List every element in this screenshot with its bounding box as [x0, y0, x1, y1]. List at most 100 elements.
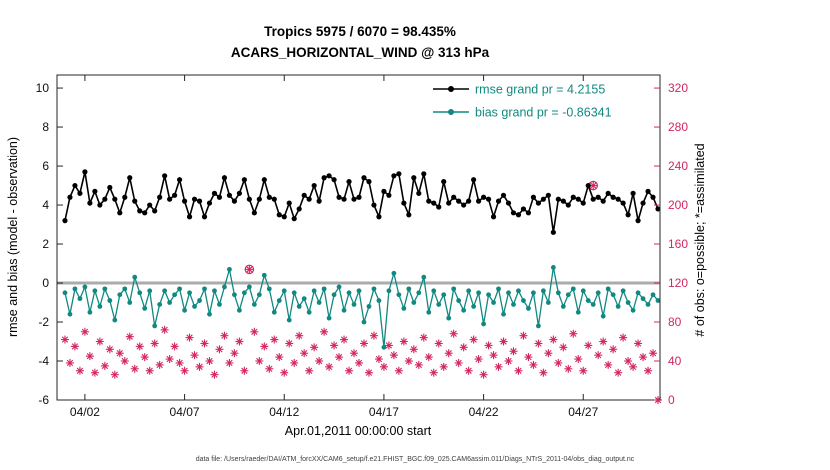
bias-point [630, 307, 636, 313]
rmse-point [251, 210, 257, 216]
bias-point [381, 344, 387, 350]
obs-marker-ray [71, 343, 79, 350]
bias-point [187, 290, 192, 296]
rmse-point [201, 214, 208, 220]
obs-marker-ray [455, 359, 462, 367]
bias-point [600, 313, 606, 319]
y-tick-label-left: 2 [42, 237, 49, 251]
bias-point [97, 304, 103, 309]
obs-marker-ray [146, 367, 153, 374]
obs-marker-ray [355, 359, 363, 367]
obs-marker-ray [216, 346, 223, 353]
rmse-point [276, 212, 282, 218]
obs-marker-ray [460, 344, 467, 351]
obs-marker-ray [580, 367, 587, 374]
obs-marker-ray [470, 336, 477, 343]
bias-point [645, 302, 651, 307]
y-tick-label-left: 8 [42, 120, 49, 134]
rmse-point [476, 198, 482, 204]
obs-marker-ray [430, 369, 437, 376]
bias-point [152, 323, 158, 329]
bias-point [197, 298, 202, 303]
y-tick-label-left: 10 [36, 81, 50, 95]
rmse-point [640, 200, 646, 206]
obs-marker-ray [525, 353, 532, 361]
obs-marker-ray [246, 266, 253, 273]
rmse-point [117, 210, 123, 216]
obs-marker-ray [609, 346, 617, 353]
obs-marker-ray [575, 355, 582, 363]
rmse-point [206, 200, 213, 206]
rmse-point [211, 190, 218, 196]
obs-marker-ray [475, 355, 482, 363]
rmse-point [540, 196, 546, 202]
rmse-point [62, 218, 68, 224]
obs-marker-ray [271, 336, 278, 343]
obs-marker-ray [624, 357, 632, 365]
y-tick-label-right: 200 [668, 198, 688, 212]
obs-marker-ray [191, 351, 198, 359]
plot-area: -6 -4 -2 0 2 4 6 8 10 0 40 80 120 160 200 240 280 320 04/0… [36, 74, 688, 419]
bias-point [92, 288, 98, 294]
rmse-point [226, 192, 233, 198]
bias-point [431, 288, 437, 294]
bias-point [301, 296, 307, 302]
obs-marker-ray [440, 363, 447, 371]
rmse-point [216, 194, 223, 200]
bias-point [486, 292, 491, 298]
rmse-point [391, 173, 397, 179]
bias-point [466, 288, 472, 294]
bias-point [281, 288, 287, 294]
obs-marker-ray [236, 338, 243, 345]
bias-point [521, 298, 526, 303]
rmse-point [530, 194, 537, 200]
bias-point [605, 286, 611, 292]
obs-marker-ray [296, 332, 303, 339]
rmse-point [351, 196, 357, 202]
obs-marker-ray [286, 340, 293, 347]
obs-marker-ray [405, 357, 413, 365]
obs-marker-ray [410, 346, 418, 353]
obs-marker-ray [465, 367, 472, 374]
rmse-point [271, 196, 277, 202]
rmse-point [590, 196, 596, 202]
rmse-point [132, 198, 138, 204]
bias-series [62, 265, 661, 350]
obs-count-markers [60, 180, 663, 404]
bias-point [236, 307, 242, 313]
obs-marker-ray [345, 367, 353, 374]
plot-title: Tropics 5975 / 6070 = 98.435% [264, 24, 456, 39]
bias-point [461, 307, 467, 313]
obs-marker-ray [415, 361, 422, 369]
rmse-point [560, 198, 566, 204]
y-tick-label-right: 0 [668, 393, 675, 407]
bias-point [147, 288, 153, 294]
bias-point [545, 300, 551, 305]
bias-point [560, 304, 566, 309]
bias-point [615, 304, 621, 309]
bias-point [351, 302, 357, 307]
rmse-point [281, 214, 287, 220]
x-axis-label: Apr.01,2011 00:00:00 start [285, 424, 432, 438]
bias-point [441, 292, 447, 298]
rmse-point [366, 179, 372, 185]
bias-point [476, 290, 482, 296]
x-tick-label: 04/12 [269, 405, 299, 419]
rmse-point [520, 206, 527, 212]
bias-point [526, 305, 531, 311]
bias-point [471, 304, 477, 309]
bias-point [321, 286, 327, 292]
obs-marker-ray [310, 344, 318, 351]
obs-marker-ray [281, 369, 288, 376]
legend-rmse-marker [448, 86, 454, 92]
legend-bias-marker [448, 109, 454, 115]
bias-point [127, 300, 133, 305]
bias-point [232, 292, 237, 298]
obs-marker-ray [370, 332, 378, 339]
bias-point [177, 286, 182, 292]
bias-point [157, 302, 163, 307]
bias-point [411, 300, 417, 305]
obs-marker-ray [325, 363, 333, 371]
rmse-point [371, 202, 377, 208]
